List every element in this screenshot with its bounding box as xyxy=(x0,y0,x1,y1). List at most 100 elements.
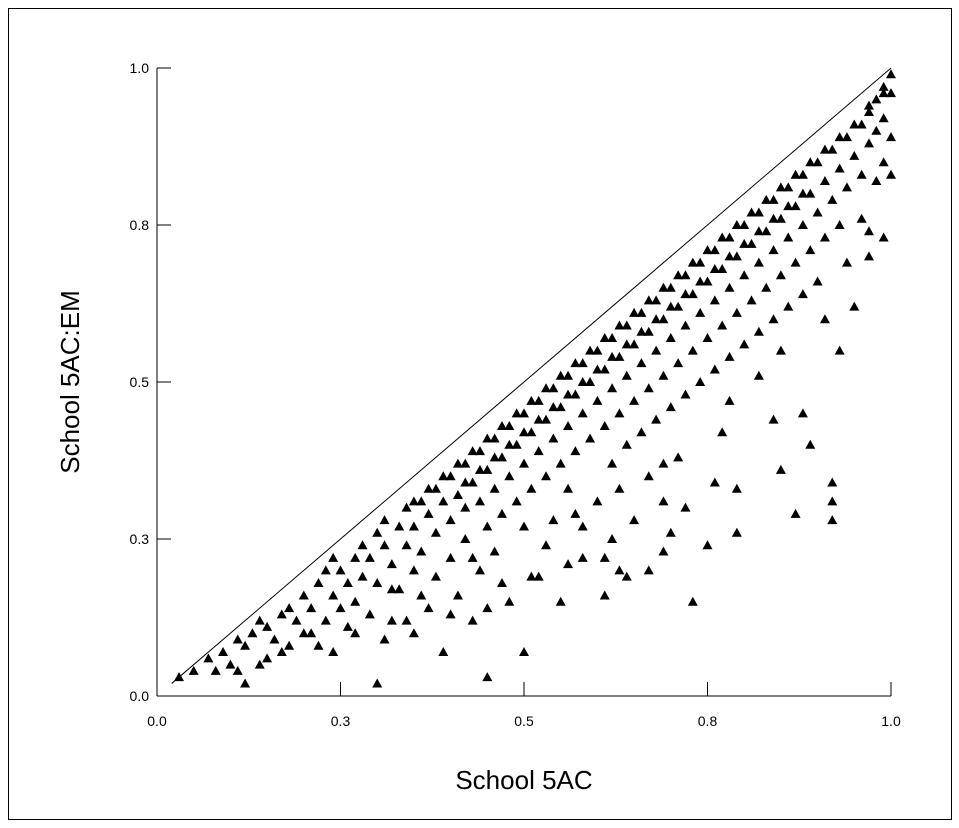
data-point xyxy=(408,565,419,575)
data-point xyxy=(797,408,808,418)
data-point xyxy=(592,345,603,355)
data-point xyxy=(496,577,507,587)
data-point xyxy=(504,596,515,606)
data-point xyxy=(489,433,500,443)
data-point xyxy=(306,628,317,638)
data-point xyxy=(254,615,265,625)
data-point xyxy=(651,295,662,305)
data-point xyxy=(621,439,632,449)
data-point xyxy=(460,502,471,512)
data-point xyxy=(702,276,713,286)
data-point xyxy=(474,496,485,506)
data-point xyxy=(827,515,838,525)
data-point xyxy=(658,546,669,556)
data-point xyxy=(423,508,434,518)
data-point xyxy=(819,144,830,154)
data-point xyxy=(269,634,280,644)
data-point xyxy=(592,496,603,506)
data-point xyxy=(614,408,625,418)
data-point xyxy=(886,132,896,142)
data-point xyxy=(232,665,243,675)
data-point xyxy=(658,314,669,324)
data-point xyxy=(430,483,441,493)
data-point xyxy=(863,106,874,116)
data-point xyxy=(430,527,441,537)
data-point xyxy=(342,621,353,631)
data-point xyxy=(306,603,317,613)
data-point xyxy=(460,534,471,543)
data-point xyxy=(350,596,361,606)
data-point xyxy=(577,358,588,368)
data-point xyxy=(753,326,764,336)
data-point xyxy=(482,603,493,613)
data-point xyxy=(687,257,698,267)
data-point xyxy=(474,446,485,456)
data-point xyxy=(731,307,742,317)
data-point xyxy=(834,345,845,355)
data-point xyxy=(753,207,764,217)
data-point xyxy=(695,257,706,267)
data-point xyxy=(849,119,860,129)
data-point xyxy=(313,577,324,587)
data-point xyxy=(863,251,874,261)
x-tick-label: 0.8 xyxy=(698,713,718,729)
data-point xyxy=(607,333,618,343)
data-point xyxy=(812,207,823,217)
data-point xyxy=(416,546,427,556)
data-point xyxy=(511,439,522,449)
data-point xyxy=(629,515,640,525)
data-point xyxy=(526,483,537,493)
data-point xyxy=(717,427,728,437)
data-point xyxy=(768,314,779,324)
data-point xyxy=(878,232,889,242)
data-point xyxy=(174,672,185,682)
data-point xyxy=(541,471,552,481)
data-point xyxy=(335,565,346,575)
data-point xyxy=(827,496,838,506)
data-point xyxy=(533,446,544,456)
data-point xyxy=(467,477,478,487)
data-point xyxy=(555,596,566,606)
data-point xyxy=(563,420,574,430)
data-point xyxy=(563,559,574,569)
data-point xyxy=(423,603,434,613)
data-point xyxy=(687,596,698,606)
data-point xyxy=(790,508,801,518)
data-point xyxy=(731,251,742,261)
data-point xyxy=(291,615,302,625)
data-point xyxy=(812,157,823,167)
data-point xyxy=(783,201,794,211)
data-point xyxy=(673,301,684,311)
data-point xyxy=(555,370,566,380)
data-point xyxy=(643,295,654,305)
data-point xyxy=(709,477,720,487)
data-point xyxy=(739,270,750,280)
data-point xyxy=(232,634,243,644)
data-point xyxy=(768,213,779,223)
data-point xyxy=(761,226,772,236)
data-point xyxy=(284,603,295,613)
data-point xyxy=(423,483,434,493)
data-point xyxy=(379,540,390,550)
data-point xyxy=(724,351,735,361)
data-point xyxy=(416,496,427,506)
data-point xyxy=(240,640,251,650)
data-point xyxy=(717,263,728,273)
y-tick-label: 0.3 xyxy=(130,531,150,547)
data-point xyxy=(702,333,713,343)
data-point xyxy=(629,339,640,349)
data-point xyxy=(827,194,838,204)
data-point xyxy=(614,565,625,575)
data-point xyxy=(805,245,816,255)
data-point xyxy=(445,471,456,481)
data-point xyxy=(621,339,632,349)
data-point xyxy=(731,527,742,537)
data-point xyxy=(548,433,559,443)
data-point xyxy=(709,263,720,273)
data-point xyxy=(445,552,456,562)
y-tick-label: 0.5 xyxy=(130,374,150,390)
data-point xyxy=(775,464,786,474)
data-point xyxy=(775,345,786,355)
data-point xyxy=(254,659,265,669)
data-point xyxy=(372,577,383,587)
